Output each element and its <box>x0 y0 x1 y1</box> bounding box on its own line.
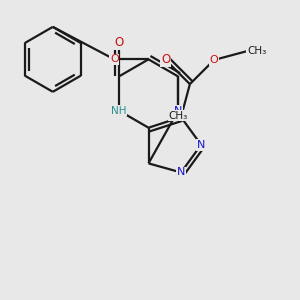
Text: CH₃: CH₃ <box>247 46 266 56</box>
Text: O: O <box>110 54 119 64</box>
Text: NH: NH <box>111 106 127 116</box>
Text: N: N <box>174 106 182 116</box>
Text: O: O <box>114 36 124 49</box>
Text: O: O <box>161 53 170 67</box>
Text: N: N <box>177 167 185 178</box>
Text: CH₃: CH₃ <box>169 111 188 121</box>
Text: N: N <box>197 140 205 150</box>
Text: O: O <box>210 55 218 65</box>
